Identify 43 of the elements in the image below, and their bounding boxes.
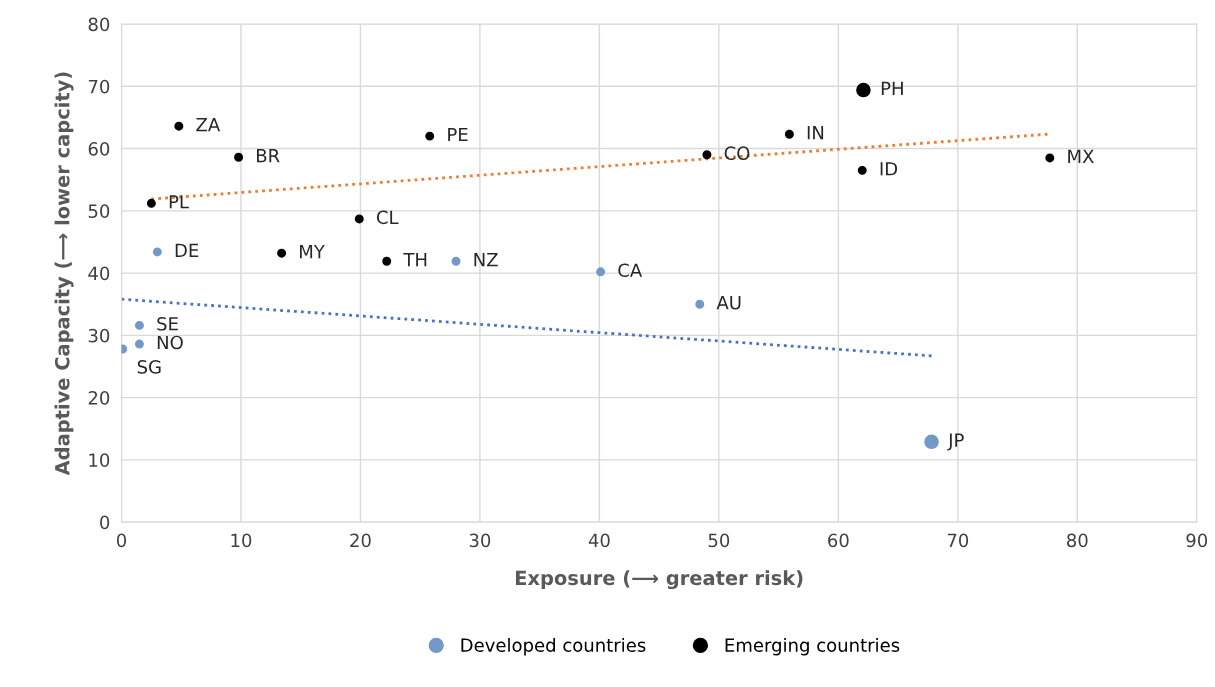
- y-tick-label: 10: [89, 453, 110, 467]
- annotation: JP: [947, 433, 964, 451]
- annotation: PH: [881, 81, 903, 96]
- legend-label: Emerging countries: [725, 637, 900, 656]
- y-tick-label: 20: [88, 391, 110, 405]
- annotation: ID: [880, 162, 898, 176]
- annotation: SG: [137, 360, 161, 374]
- annotation: DE: [175, 243, 199, 257]
- y-tick-label: 80: [88, 17, 110, 32]
- annotation: NZ: [474, 253, 498, 267]
- x-tick-label: 40: [588, 533, 610, 548]
- x-tick-label: 10: [231, 533, 252, 548]
- y-tick-label: 30: [88, 328, 110, 343]
- annotation: PL: [169, 195, 189, 209]
- y-tick-label: 50: [88, 204, 110, 218]
- annotation: NO: [157, 335, 183, 350]
- annotation: AU: [716, 296, 741, 310]
- annotation: MX: [1068, 149, 1094, 163]
- y-tick-label: 60: [88, 142, 110, 156]
- x-tick-label: 80: [1067, 533, 1088, 548]
- annotation: PE: [448, 127, 468, 142]
- legend-label: Developed countries: [461, 637, 646, 656]
- x-tick-label: 70: [947, 533, 969, 548]
- x-tick-label: 30: [469, 533, 491, 548]
- y-tick-label: 0: [100, 515, 110, 530]
- annotation: TH: [403, 253, 427, 267]
- x-tick-label: 90: [1186, 533, 1208, 548]
- annotation: SE: [157, 316, 178, 331]
- annotation: CA: [618, 263, 643, 278]
- y-tick-label: 40: [88, 266, 110, 281]
- annotation: CO: [724, 146, 750, 161]
- y-tick-label: 70: [88, 79, 110, 94]
- annotation: BR: [257, 149, 280, 163]
- annotation: CL: [376, 210, 399, 225]
- annotation: ZA: [196, 117, 221, 132]
- y-axis-title: Adaptive Capacity (⟶ lower capcity): [54, 72, 74, 476]
- x-axis-title: Exposure (⟶ greater risk): [515, 570, 803, 590]
- annotation: IN: [807, 126, 824, 140]
- x-tick-label: 20: [350, 533, 371, 548]
- x-tick-label: 0: [116, 533, 127, 548]
- x-tick-label: 60: [828, 533, 849, 548]
- x-tick-label: 50: [708, 533, 730, 548]
- annotation: MY: [300, 244, 325, 259]
